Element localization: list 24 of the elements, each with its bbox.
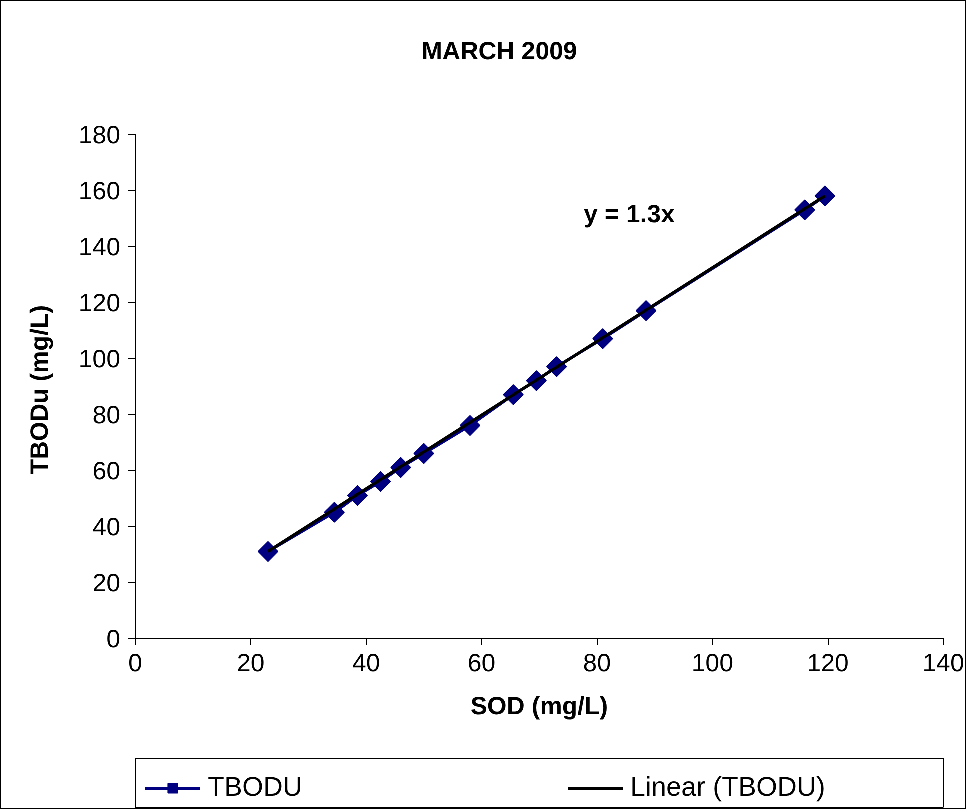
y-tick-label: 160 — [78, 178, 121, 206]
y-tick-label: 0 — [106, 626, 120, 654]
x-tick-label: 100 — [692, 650, 734, 678]
legend-label: Linear (TBODU) — [630, 772, 826, 803]
x-tick-label: 120 — [807, 650, 849, 678]
y-tick-label: 60 — [92, 458, 121, 486]
x-tick-label: 20 — [237, 650, 265, 678]
x-tick-label: 60 — [468, 650, 496, 678]
x-tick-label: 80 — [583, 650, 612, 678]
x-tick-label: 0 — [128, 650, 142, 678]
y-tick-label: 40 — [92, 514, 121, 542]
y-tick-label: 20 — [92, 570, 121, 598]
chart-title: MARCH 2009 — [422, 38, 578, 66]
y-tick-label: 140 — [78, 234, 121, 262]
y-tick-label: 100 — [78, 346, 121, 374]
annotation: y = 1.3x — [584, 200, 676, 228]
x-axis-title: SOD (mg/L) — [470, 692, 608, 720]
y-axis-title: TBODu (mg/L) — [26, 305, 54, 475]
y-tick-label: 80 — [92, 402, 121, 430]
x-tick-label: 40 — [352, 650, 380, 678]
y-tick-label: 180 — [78, 122, 121, 150]
x-tick-label: 140 — [922, 650, 964, 678]
y-tick-label: 120 — [78, 290, 121, 318]
legend-label: TBODU — [208, 772, 302, 803]
